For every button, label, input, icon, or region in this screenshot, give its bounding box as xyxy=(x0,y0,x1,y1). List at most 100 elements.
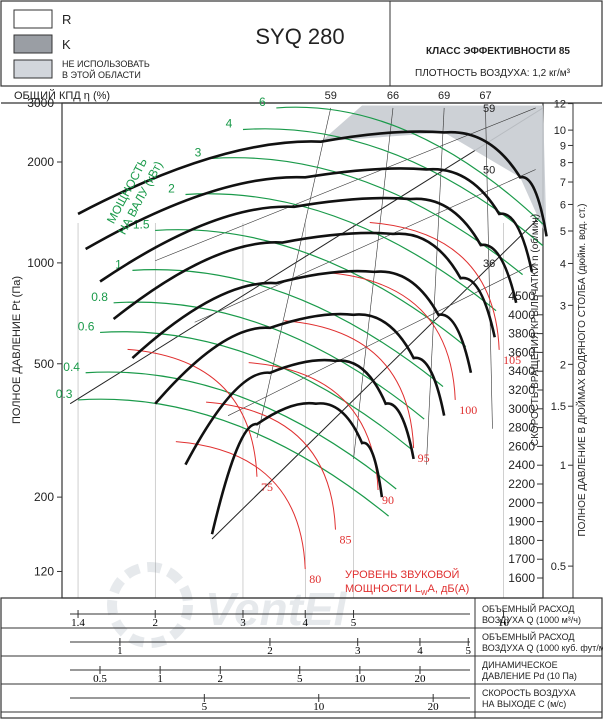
speed-tick-label: 1600 xyxy=(508,571,535,585)
scales-frame xyxy=(0,597,603,719)
inch-tick-label: 6 xyxy=(560,199,566,211)
scale-tick-label: 1.4 xyxy=(71,617,85,629)
sound-line xyxy=(325,272,456,400)
speed-tick-label: 2000 xyxy=(508,496,535,510)
speed-curves xyxy=(77,130,548,535)
power-line xyxy=(85,371,397,490)
scale-label-line1: СКОРОСТЬ ВОЗДУХА xyxy=(482,688,576,698)
speed-tick-label: 2200 xyxy=(508,477,535,491)
legend-k-label: K xyxy=(62,37,71,52)
scale-tick-label: 1 xyxy=(117,645,123,657)
power-line xyxy=(100,331,412,450)
sound-label-line2: МОЩНОСТИ LWA, дБ(A) xyxy=(345,583,469,597)
sound-line-label: 75 xyxy=(261,480,273,494)
scale-tick-label: 0.5 xyxy=(93,673,107,685)
power-line-label: 0.3 xyxy=(56,387,73,401)
sound-line xyxy=(284,320,415,449)
watermark-fan-icon xyxy=(107,562,193,648)
sound-label-line1: УРОВЕНЬ ЗВУКОВОЙ xyxy=(345,568,459,581)
y-tick-label: 500 xyxy=(34,357,54,371)
speed-curve xyxy=(99,196,518,304)
speed-tick-label: 1700 xyxy=(508,552,535,566)
scale-label-line2: ВОЗДУХА Q (1000 куб. фут/мин) xyxy=(482,643,603,653)
sound-line xyxy=(369,221,500,350)
power-line-label: 2 xyxy=(168,181,175,195)
power-line-label: 0.4 xyxy=(63,360,80,374)
scale-tick-label: 10 xyxy=(354,673,366,685)
legend-no-use-line2: В ЭТОЙ ОБЛАСТИ xyxy=(62,69,141,80)
scale-label-line2: НА ВЫХОДЕ C (м/с) xyxy=(482,699,566,709)
scale-label-line2: ДАВЛЕНИЕ Pd (10 Па) xyxy=(482,671,577,681)
axis-ticks: 120 200 500 1000 2000 3000 1600 1700 1800 1900 200… xyxy=(27,96,573,585)
scale-tick-label: 20 xyxy=(415,673,427,685)
inch-tick-label: 4 xyxy=(560,258,566,270)
power-line-label: 0.6 xyxy=(78,319,95,333)
scale-tick-label: 5 xyxy=(351,617,357,629)
efficiency-line xyxy=(485,107,493,429)
y-tick-label: 1000 xyxy=(27,256,54,270)
scale-tick-label: 4 xyxy=(302,617,308,629)
scale-tick-label: 10 xyxy=(498,617,510,629)
plot-grid xyxy=(69,107,544,598)
efficiency-line xyxy=(194,169,536,323)
scale-tick-label: 3 xyxy=(355,645,361,657)
efficiency-tick-label: 59 xyxy=(325,90,337,102)
system-line xyxy=(211,213,544,540)
speed-tick-label: 3200 xyxy=(508,383,535,397)
sound-line xyxy=(248,362,379,491)
speed-tick-label: 1800 xyxy=(508,533,535,547)
power-line xyxy=(155,229,467,348)
watermark-text: VentEl xyxy=(205,583,348,635)
power-line-label: 4 xyxy=(226,117,233,131)
inch-tick-label: 1.5 xyxy=(551,401,566,413)
y-tick-label: 3000 xyxy=(27,96,54,110)
scale-tick-label: 2 xyxy=(218,673,224,685)
scale-label-line1: ДИНАМИЧЕСКОЕ xyxy=(482,660,558,670)
system-line xyxy=(69,107,544,405)
scale-label-line2: ВОЗДУХА Q (1000 м³/ч) xyxy=(482,615,581,625)
scale-tick-label: 1 xyxy=(157,673,163,685)
sound-line-label: 95 xyxy=(418,451,430,465)
scale-tick-label: 20 xyxy=(428,701,440,713)
inch-tick-label: 5 xyxy=(560,226,566,238)
no-use-region xyxy=(320,105,547,237)
speed-tick-label: 3400 xyxy=(508,364,535,378)
power-line xyxy=(132,269,444,388)
inch-tick-label: 2 xyxy=(560,359,566,371)
speed-curve xyxy=(154,312,446,416)
speed-tick-label: 2400 xyxy=(508,458,535,472)
no-use-area xyxy=(320,105,547,237)
air-density: ПЛОТНОСТЬ ВОЗДУХА: 1,2 кг/м³ xyxy=(415,68,571,79)
sound-label-line2-text: МОЩНОСТИ L xyxy=(345,583,421,595)
sound-label-line3: A, дБ(A) xyxy=(428,583,470,595)
chart-title: SYQ 280 xyxy=(255,24,344,49)
speed-curve xyxy=(77,130,548,237)
scale-tick-label: 3 xyxy=(240,617,246,629)
scale-tick-label: 2 xyxy=(267,645,273,657)
sound-line-label: 80 xyxy=(309,572,321,586)
scale-label-line1: ОБЪЕМНЫЙ РАСХОД xyxy=(482,603,574,614)
inch-tick-label: 3 xyxy=(560,300,566,312)
efficiency-right-label: 59 xyxy=(483,103,495,115)
scale-tick-label: 4 xyxy=(417,645,423,657)
power-line-label: 1 xyxy=(115,257,122,271)
legend-r-label: R xyxy=(62,12,71,27)
speed-tick-label: 4500 xyxy=(508,289,535,303)
power-line-label: 3 xyxy=(195,145,202,159)
efficiency-tick-label: 67 xyxy=(479,90,491,102)
speed-curve xyxy=(184,358,415,466)
speed-curve xyxy=(112,231,496,338)
inch-tick-label: 0.5 xyxy=(551,561,566,573)
speed-tick-label: 2800 xyxy=(508,421,535,435)
efficiency-line xyxy=(256,107,332,439)
inch-tick-label: 7 xyxy=(560,177,566,189)
inch-tick-label: 1 xyxy=(560,460,566,472)
efficiency-tick-label: 69 xyxy=(438,90,450,102)
speed-tick-label: 2600 xyxy=(508,439,535,453)
speed-curve xyxy=(84,167,534,273)
inch-tick-label: 9 xyxy=(560,140,566,152)
